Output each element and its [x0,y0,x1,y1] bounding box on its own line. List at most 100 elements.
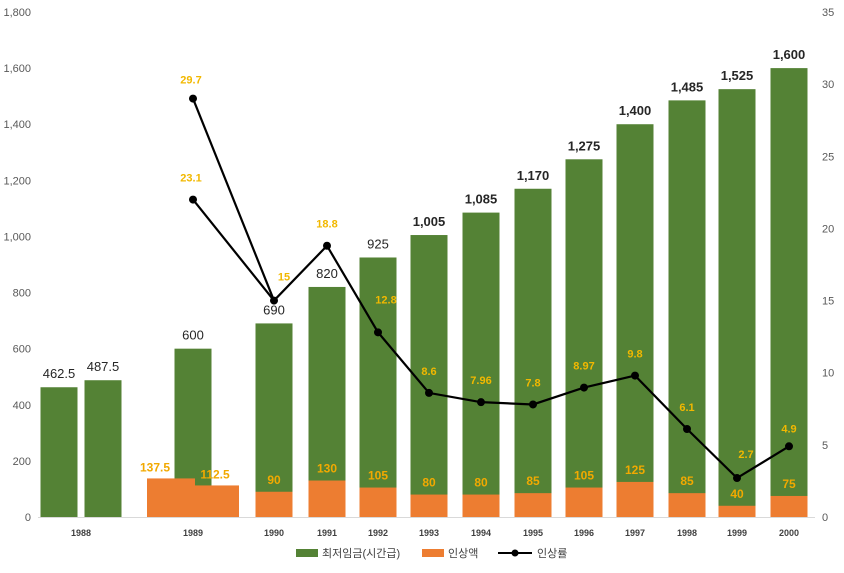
y-right-tick-label: 20 [822,223,834,235]
data-label-rate: 18.8 [316,219,337,231]
data-label-increase-amount: 125 [625,463,645,477]
bar-minimum-wage [565,159,603,517]
rate-point [529,400,537,409]
x-tick-label: 1994 [471,528,491,538]
bars-minimum-wage [40,68,808,518]
y-left-tick-label: 200 [13,456,31,468]
bar-minimum-wage [255,323,293,517]
x-tick-label: 1995 [523,528,543,538]
bar-minimum-wage [40,387,78,517]
x-tick-label: 1992 [368,528,388,538]
data-label-rate: 6.1 [679,402,694,414]
data-label-minimum-wage: 1,170 [517,168,550,183]
x-tick-label: 1997 [625,528,645,538]
rate-point [374,328,382,337]
data-label-increase-amount: 80 [422,476,436,490]
data-label-rate: 9.8 [627,349,642,361]
rate-line-segment [191,98,276,301]
data-label-rate: 4.9 [781,423,796,435]
bar-increase-amount [616,481,654,517]
y-right-tick-label: 15 [822,296,834,308]
rate-point [785,442,793,451]
rate-point [270,296,278,305]
data-label-minimum-wage: 1,005 [413,214,446,229]
data-label-increase-amount: 137.5 [140,460,170,474]
data-label-increase-amount: 85 [680,474,694,488]
rate-point [683,424,691,433]
y-left-tick-label: 0 [25,512,31,524]
data-label-increase-amount: 80 [474,476,488,490]
x-tick-label: 1990 [264,528,284,538]
data-label-increase-amount: 105 [574,469,594,483]
bar-increase-amount [359,487,397,517]
rate-point [733,474,741,483]
rate-point [189,94,197,103]
data-label-rate: 2.7 [738,449,753,461]
bar-minimum-wage [718,89,756,518]
bar-minimum-wage [410,235,448,517]
data-label-minimum-wage: 925 [367,236,389,251]
rate-point [631,371,639,380]
data-label-rate: 15 [278,272,290,284]
rate-point [189,195,197,204]
rate-point [323,241,331,250]
data-label-rate: 8.97 [573,361,594,373]
rate-point [425,388,433,397]
bar-increase-amount [668,493,706,517]
bar-increase-amount [147,478,195,517]
x-tick-label: 1989 [183,528,203,538]
bar-minimum-wage [462,212,500,517]
data-label-minimum-wage: 820 [316,266,338,281]
y-left-tick-label: 800 [13,288,31,300]
data-label-rate: 23.1 [180,173,201,185]
bar-increase-amount [191,485,239,517]
y-right-tick-label: 5 [822,440,828,452]
data-label-increase-amount: 85 [526,474,540,488]
bar-increase-amount [718,505,756,517]
y-left-tick-label: 1,200 [3,175,31,187]
data-labels: 462.5 487.5 600 690 820 925 1,005 1,085 1,170 1,2… [43,47,806,501]
data-label-minimum-wage: 487.5 [87,359,120,374]
bar-minimum-wage [308,286,346,517]
data-label-increase-amount: 90 [267,473,281,487]
rate-line [189,94,793,483]
data-label-rate: 7.8 [525,377,540,389]
x-tick-label: 1996 [574,528,594,538]
data-label-minimum-wage: 600 [182,328,204,343]
data-label-increase-amount: 130 [317,462,337,476]
x-tick-label: 1999 [727,528,747,538]
x-tick-label: 1993 [419,528,439,538]
data-label-increase-amount: 75 [782,477,796,491]
y-right-tick-label: 0 [822,512,828,524]
bar-minimum-wage [514,188,552,517]
data-label-minimum-wage: 690 [263,302,285,317]
y-right-tick-label: 10 [822,368,834,380]
data-label-increase-amount: 105 [368,469,388,483]
legend: 최저임금(시간급) 인상액 인상률 [296,547,567,560]
y-right-tick-label: 35 [822,7,834,19]
data-label-minimum-wage: 1,275 [568,138,601,153]
y-left-tick-label: 1,600 [3,63,31,75]
data-label-minimum-wage: 1,525 [721,68,754,83]
bars-increase-amount [147,478,808,517]
rate-point [477,398,485,407]
rate-point [580,383,588,392]
bar-minimum-wage [616,124,654,517]
data-label-increase-amount: 112.5 [200,467,230,481]
data-label-minimum-wage: 1,600 [773,47,806,62]
legend-swatch-increase [422,549,444,557]
x-tick-label: 1991 [317,528,337,538]
x-tick-label: 2000 [779,528,799,538]
y-left-tick-label: 1,000 [3,231,31,243]
data-label-rate: 8.6 [421,366,436,378]
bar-increase-amount [565,487,603,517]
bar-increase-amount [462,494,500,517]
bar-minimum-wage [84,380,122,517]
bar-minimum-wage [668,100,706,517]
data-label-rate: 7.96 [470,375,491,387]
y-right-tick-label: 30 [822,79,834,91]
data-label-minimum-wage: 1,485 [671,79,704,94]
legend-swatch-total [296,549,318,557]
bar-increase-amount [770,495,808,517]
